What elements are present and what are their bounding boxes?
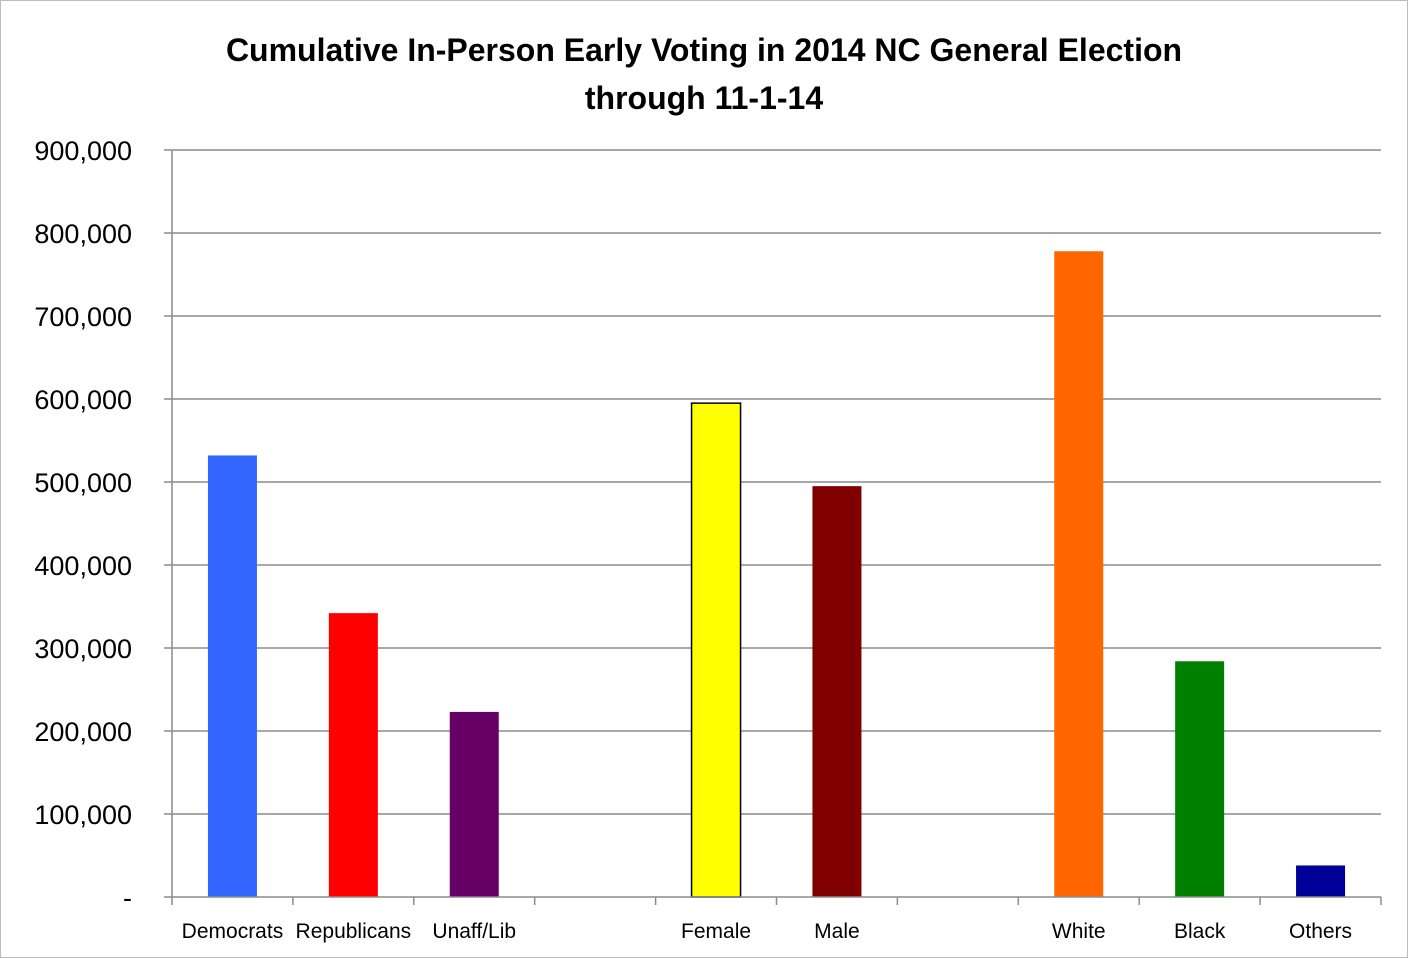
x-tick-label: Black <box>1174 920 1226 943</box>
axes <box>164 150 1382 905</box>
bar-black <box>1175 661 1225 897</box>
bar-white <box>1054 251 1104 897</box>
y-tick-label: 400,000 <box>34 551 132 581</box>
y-tick-label: 300,000 <box>34 634 132 664</box>
y-tick-label: 500,000 <box>34 468 132 498</box>
chart-title-line-1: Cumulative In-Person Early Voting in 201… <box>226 32 1182 68</box>
bars <box>207 251 1346 898</box>
x-tick-label: Democrats <box>182 920 284 943</box>
x-tick-label: Female <box>681 920 751 943</box>
x-tick-label: Unaff/Lib <box>432 920 516 943</box>
chart-title-line-2: through 11-1-14 <box>585 80 823 116</box>
x-tick-label: Republicans <box>296 920 412 943</box>
y-tick-label: 600,000 <box>34 385 132 415</box>
x-tick-label: White <box>1052 920 1106 943</box>
y-tick-label: 800,000 <box>34 219 132 249</box>
y-tick-label: 200,000 <box>34 717 132 747</box>
x-tick-label: Male <box>814 920 860 943</box>
y-tick-label: 900,000 <box>34 136 132 166</box>
bar-female <box>690 402 742 898</box>
y-tick-label: 100,000 <box>34 800 132 830</box>
bar-unaff-lib <box>449 711 499 897</box>
bar-democrats <box>207 455 257 897</box>
x-tick-label: Others <box>1289 920 1352 943</box>
chart-title: Cumulative In-Person Early Voting in 201… <box>226 32 1182 116</box>
x-axis-tick-labels: Democrats Republicans Unaff/Lib Female Male W… <box>182 920 1352 943</box>
bar-others <box>1296 865 1346 897</box>
y-tick-label: - <box>123 883 132 913</box>
bar-male <box>812 486 862 897</box>
y-axis-tick-labels: - 100,000 200,000 300,000 400,000 500,000 600,… <box>34 136 132 913</box>
bar-republicans <box>328 613 378 897</box>
y-tick-label: 700,000 <box>34 302 132 332</box>
